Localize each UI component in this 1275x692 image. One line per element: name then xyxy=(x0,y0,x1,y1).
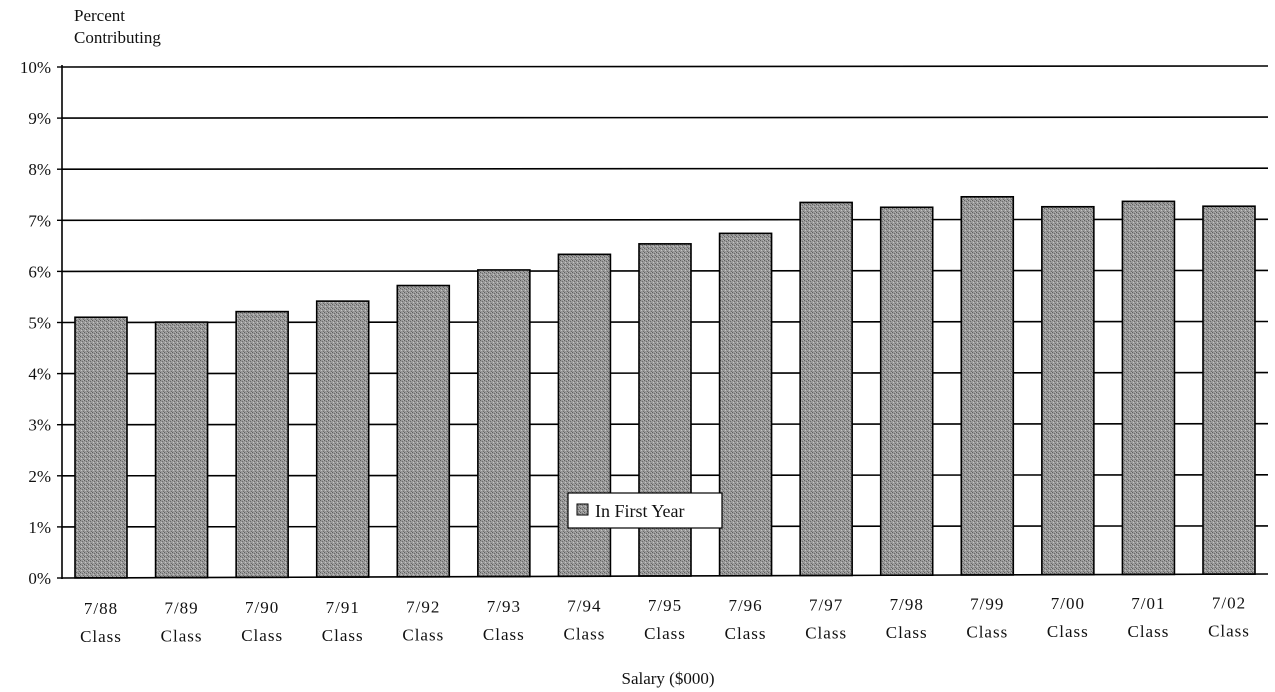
y-tick-label: 4% xyxy=(28,365,51,384)
x-tick-label: 7/96 xyxy=(728,596,762,615)
y-tick-label: 5% xyxy=(28,314,51,333)
gridline xyxy=(61,167,1269,170)
gridline xyxy=(61,116,1269,119)
legend-label: In First Year xyxy=(595,501,685,521)
y-tick-labels: 0% 1% 2% 3% 4% 5% 6% 7% 8% 9% 10% xyxy=(20,58,51,588)
x-tick-label: 7/97 xyxy=(809,595,843,614)
x-tick-labels: 7/88 Class 7/89 Class 7/90 Class 7/91 Class 7/92… xyxy=(80,593,1250,646)
x-tick-label: Class xyxy=(886,623,928,642)
y-tick-label: 8% xyxy=(28,160,51,179)
bars xyxy=(74,195,1256,579)
legend-box xyxy=(567,492,723,529)
bar xyxy=(879,206,934,576)
x-tick-label: 7/01 xyxy=(1131,594,1165,613)
bar xyxy=(718,232,773,577)
x-tick-label: 7/98 xyxy=(890,595,924,614)
y-tick-label: 0% xyxy=(28,569,51,588)
x-tick-label: 7/94 xyxy=(567,597,601,616)
x-tick-label: 7/00 xyxy=(1051,594,1085,613)
bar xyxy=(315,300,370,578)
bar xyxy=(154,321,209,579)
x-tick-label: Class xyxy=(805,623,847,642)
x-tick-label: Class xyxy=(80,627,122,646)
x-axis-label: Salary ($000) xyxy=(621,669,714,688)
y-tick-label: 3% xyxy=(28,416,51,435)
x-tick-label: Class xyxy=(1208,621,1250,640)
y-tick-label: 2% xyxy=(28,467,51,486)
bar xyxy=(1202,205,1256,575)
x-tick-label: Class xyxy=(241,626,283,645)
legend-swatch xyxy=(576,503,589,516)
x-tick-label: Class xyxy=(402,625,444,644)
x-tick-label: 7/89 xyxy=(164,599,198,618)
bar xyxy=(74,316,128,579)
y-axis-label-line-2: Contributing xyxy=(74,28,161,47)
x-tick-label: Class xyxy=(322,626,364,645)
bar xyxy=(396,284,451,578)
x-tick-label: 7/90 xyxy=(245,598,279,617)
x-axis-line xyxy=(61,573,1269,579)
gridline xyxy=(61,65,1269,68)
y-axis-label-line-1: Percent xyxy=(74,6,125,25)
x-tick-label: Class xyxy=(966,623,1008,642)
bar xyxy=(799,201,853,577)
x-tick-label: 7/91 xyxy=(326,598,360,617)
legend: In First Year xyxy=(567,492,723,529)
x-tick-label: Class xyxy=(483,625,525,644)
axes xyxy=(57,65,1269,579)
y-tick-label: 10% xyxy=(20,58,51,77)
y-tick-label: 6% xyxy=(28,262,51,281)
x-tick-label: 7/93 xyxy=(487,597,521,616)
x-tick-label: Class xyxy=(644,624,686,643)
bar xyxy=(1041,205,1095,576)
x-tick-label: 7/95 xyxy=(648,596,682,615)
x-tick-label: Class xyxy=(564,625,606,644)
x-tick-label: 7/92 xyxy=(406,597,440,616)
x-tick-label: 7/99 xyxy=(970,595,1004,614)
bar xyxy=(235,310,289,579)
y-tick-label: 9% xyxy=(28,109,51,128)
y-tick-label: 7% xyxy=(28,211,51,230)
x-tick-label: Class xyxy=(1047,622,1089,641)
x-tick-label: 7/88 xyxy=(84,599,118,618)
x-tick-label: Class xyxy=(161,627,203,646)
bar xyxy=(1121,200,1176,576)
x-tick-label: 7/02 xyxy=(1212,593,1246,612)
bar xyxy=(477,269,531,578)
x-tick-label: Class xyxy=(1128,622,1170,641)
bar xyxy=(960,195,1015,576)
y-tick-label: 1% xyxy=(28,518,51,537)
x-tick-label: Class xyxy=(725,624,767,643)
